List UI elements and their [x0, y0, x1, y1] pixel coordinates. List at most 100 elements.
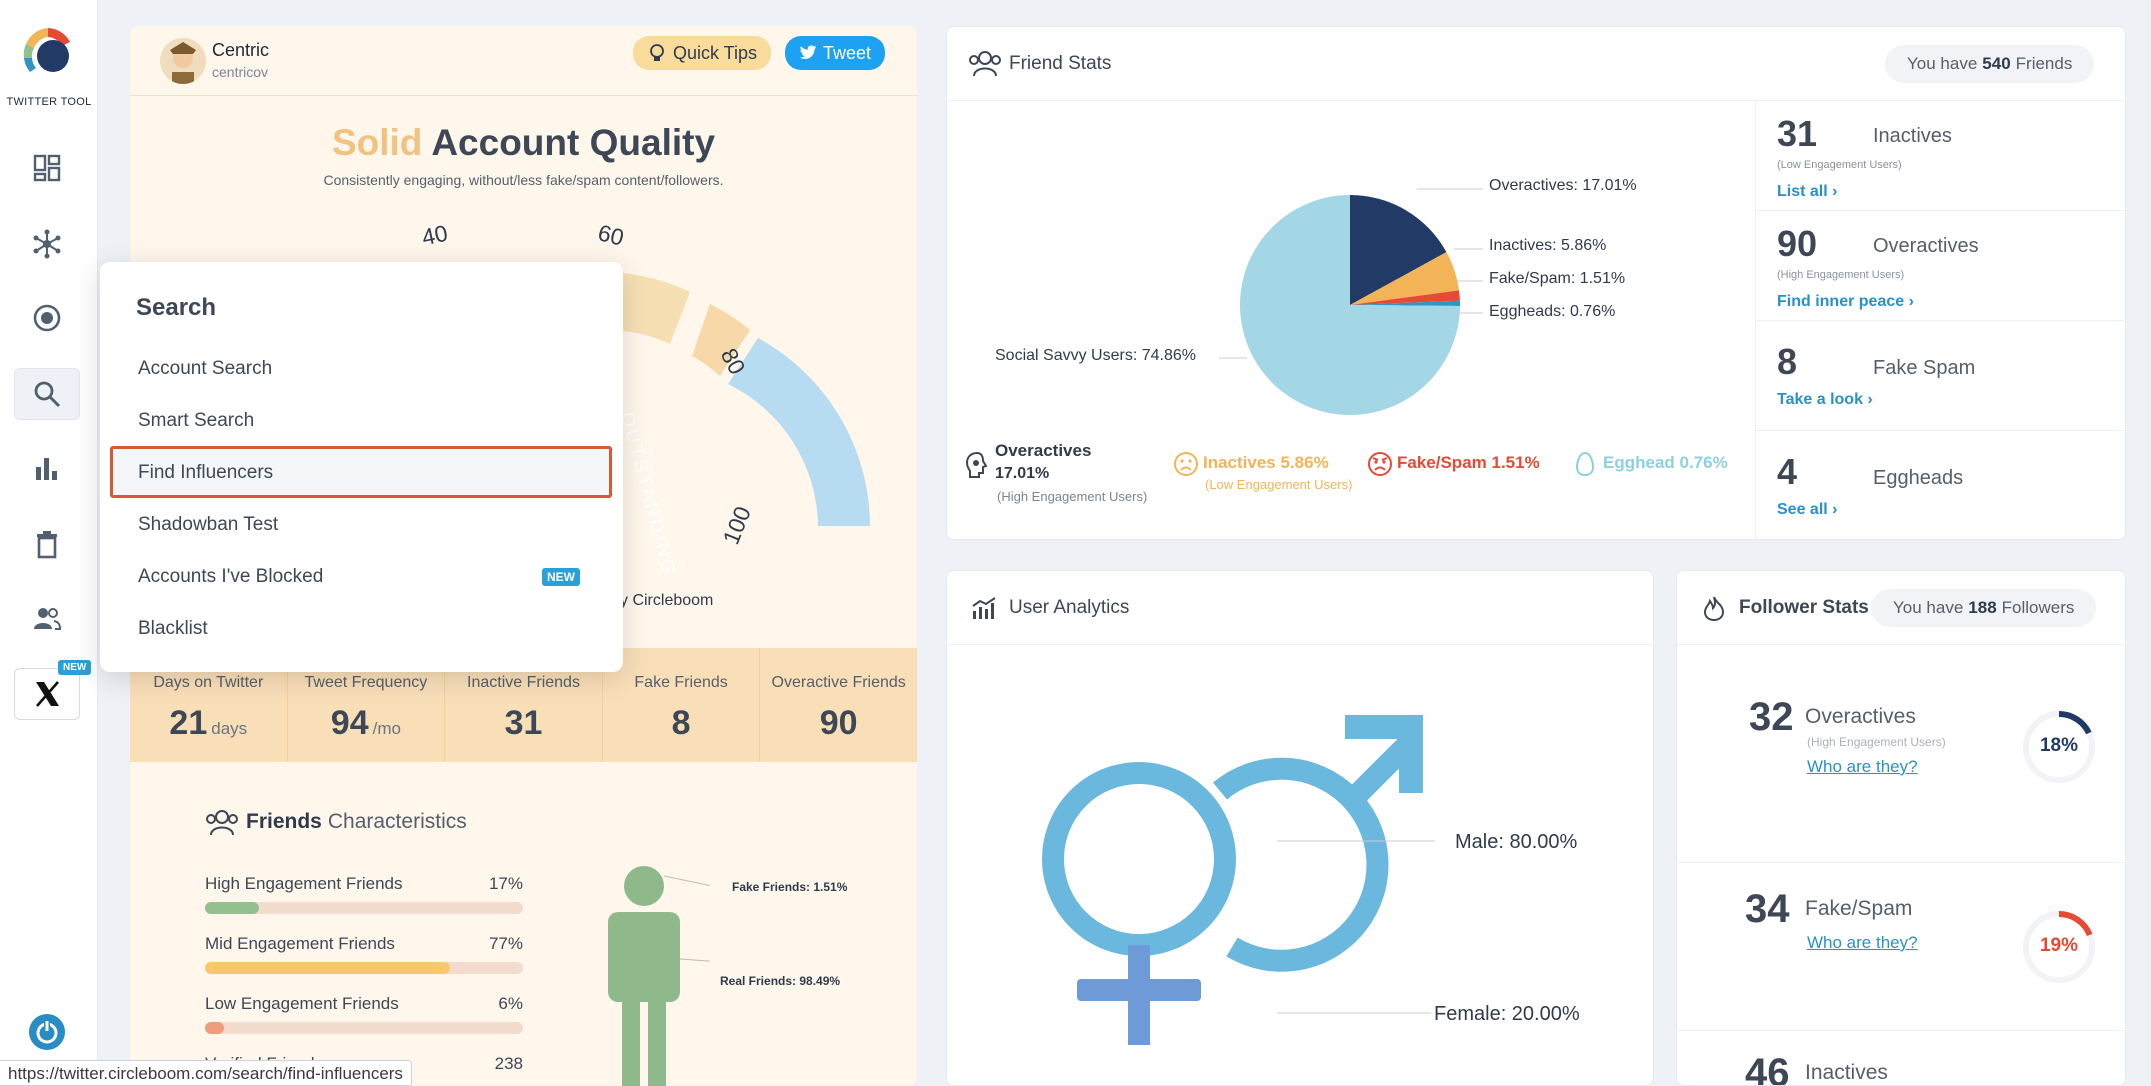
progress-ring-arc	[2023, 711, 2095, 783]
pie-slice-eggheads	[1350, 300, 1460, 306]
follower-count: 188	[1968, 598, 1997, 617]
avatar[interactable]	[160, 38, 206, 84]
stat-eggheads: 4 Eggheads See all ›	[1755, 431, 2126, 541]
friends-icon	[206, 810, 238, 836]
stat-overactive-friends: Overactive Friends 90	[760, 648, 917, 762]
bar-fill	[205, 902, 260, 914]
menu-item-shadowban-test[interactable]: Shadowban Test	[138, 514, 279, 535]
characteristics-title: Friends Characteristics	[204, 808, 467, 836]
bar-pct: 17%	[488, 874, 523, 893]
engagement-bars: High Engagement Friends 17% Mid Engagemen…	[205, 874, 523, 1086]
egg-icon	[1575, 451, 1595, 477]
menu-item-account-search[interactable]: Account Search	[138, 358, 273, 379]
analytics-icon[interactable]	[14, 442, 80, 494]
stat-sub: (High Engagement Users)	[1777, 269, 1905, 281]
pie-label-savvy: Social Savvy Users: 74.86%	[995, 347, 1196, 364]
bar-label: Mid Engagement Friends	[205, 934, 395, 953]
legend-inactives: Inactives 5.86%	[1203, 453, 1329, 472]
fake-friends-label: Fake Friends: 1.51%	[732, 880, 848, 894]
legend-fakespam: Fake/Spam 1.51%	[1397, 453, 1540, 472]
characteristics-title-rest: Characteristics	[327, 810, 467, 833]
pie-slice-overactives	[1350, 195, 1447, 305]
list-all-link[interactable]: List all ›	[1777, 183, 1838, 200]
male-label: Male: 80.00%	[1455, 831, 1578, 853]
stat-inactive-friends: Inactive Friends 31	[445, 648, 603, 762]
twitter-bird-icon	[799, 45, 817, 59]
real-friends-label: Real Friends: 98.49%	[720, 974, 841, 988]
female-label: Female: 20.00%	[1434, 1003, 1580, 1025]
divider	[1755, 101, 1756, 541]
pie-slice-fake-spam	[1350, 290, 1460, 305]
follower-stats-card: Follower Stats You have 188 Followers 32…	[1676, 570, 2126, 1086]
circleboom-logo[interactable]	[18, 24, 78, 84]
friends-icon	[969, 51, 1001, 77]
users-icon[interactable]	[14, 592, 80, 644]
stat-inactives: 31 Inactives (Low Engagement Users) List…	[1755, 101, 2126, 211]
you-have-text: You have	[1907, 54, 1978, 73]
network-icon[interactable]	[14, 218, 80, 270]
follower-label: Fake/Spam	[1805, 897, 1913, 920]
quality-subtitle: Consistently engaging, without/less fake…	[323, 172, 724, 188]
menu-item-accounts-blocked[interactable]: Accounts I've Blocked	[138, 566, 324, 587]
quick-tips-button[interactable]: Quick Tips	[633, 36, 772, 70]
search-icon[interactable]	[14, 368, 80, 420]
flame-icon	[1703, 596, 1725, 621]
follower-sub: (High Engagement Users)	[1807, 735, 1946, 749]
stat-label: Eggheads	[1873, 467, 1964, 489]
characteristics-title-bold: Friends	[246, 810, 322, 833]
stat-num: 4	[1777, 451, 1798, 492]
user-analytics-header: User Analytics	[947, 571, 1653, 645]
stat-label: Inactive Friends	[467, 674, 580, 691]
stat-tweet-frequency: Tweet Frequency 94/mo	[288, 648, 446, 762]
profile-header: Centric centricov Quick Tips Tweet	[130, 26, 917, 96]
power-icon[interactable]	[27, 1012, 67, 1052]
progress-ring	[2023, 911, 2095, 983]
quality-word: Solid	[331, 122, 423, 163]
analytics-chart-icon	[972, 597, 996, 619]
stat-value: 21	[169, 704, 208, 742]
take-a-look-link[interactable]: Take a look ›	[1777, 391, 1873, 408]
followers-text: Followers	[2001, 598, 2075, 617]
bar-fill	[205, 1022, 225, 1034]
bar-pct: 77%	[488, 934, 523, 953]
friend-count: 540	[1982, 54, 2011, 73]
stat-value: 8	[671, 704, 691, 742]
follower-stats-title: Follower Stats	[1739, 597, 1869, 618]
friend-count-pill: You have 540 Friends	[1885, 45, 2095, 83]
progress-ring-arc	[2023, 911, 2095, 983]
pie-label-overactives: Overactives: 17.01%	[1489, 177, 1637, 194]
stat-value: 31	[504, 704, 543, 742]
pie-slice-inactives	[1350, 252, 1460, 305]
see-all-link[interactable]: See all ›	[1777, 501, 1838, 518]
friend-stats-title: Friend Stats	[1009, 53, 1112, 74]
dropdown-title: Search	[136, 294, 217, 321]
quality-title: Solid Account Quality	[130, 122, 917, 164]
menu-item-blacklist[interactable]: Blacklist	[138, 618, 208, 639]
stat-label: Days on Twitter	[153, 674, 264, 691]
stat-sub: (Low Engagement Users)	[1777, 159, 1902, 171]
follower-num: 46	[1745, 1051, 1790, 1086]
profile-name: Centric	[212, 40, 270, 60]
tweet-button[interactable]: Tweet	[785, 36, 886, 70]
follower-num: 34	[1745, 887, 1790, 931]
pie-label-fakespam: Fake/Spam: 1.51%	[1489, 270, 1626, 287]
pie-label-eggheads: Eggheads: 0.76%	[1489, 303, 1616, 320]
find-inner-peace-link[interactable]: Find inner peace ›	[1777, 293, 1914, 310]
x-button[interactable]	[14, 668, 80, 720]
friend-stats-header: Friend Stats You have 540 Friends	[947, 27, 2127, 101]
who-are-they-link[interactable]: Who are they?	[1807, 757, 1918, 776]
menu-item-smart-search[interactable]: Smart Search	[138, 410, 255, 431]
friend-pie-chart	[1219, 188, 1483, 415]
delete-icon[interactable]	[14, 518, 80, 570]
stat-label: Inactives	[1873, 125, 1952, 147]
bar-label: Low Engagement Friends	[205, 994, 399, 1013]
who-are-they-link[interactable]: Who are they?	[1807, 933, 1918, 952]
bar-mid-engagement: Mid Engagement Friends 77%	[205, 934, 523, 994]
menu-item-find-influencers[interactable]: Find Influencers	[110, 446, 612, 498]
target-icon[interactable]	[14, 292, 80, 344]
bar-pct: 238	[494, 1054, 523, 1073]
legend-overactives-sub: (High Engagement Users)	[997, 489, 1148, 504]
follower-label: Overactives	[1805, 705, 1916, 728]
dashboard-icon[interactable]	[14, 142, 80, 194]
new-badge: NEW	[542, 568, 580, 586]
